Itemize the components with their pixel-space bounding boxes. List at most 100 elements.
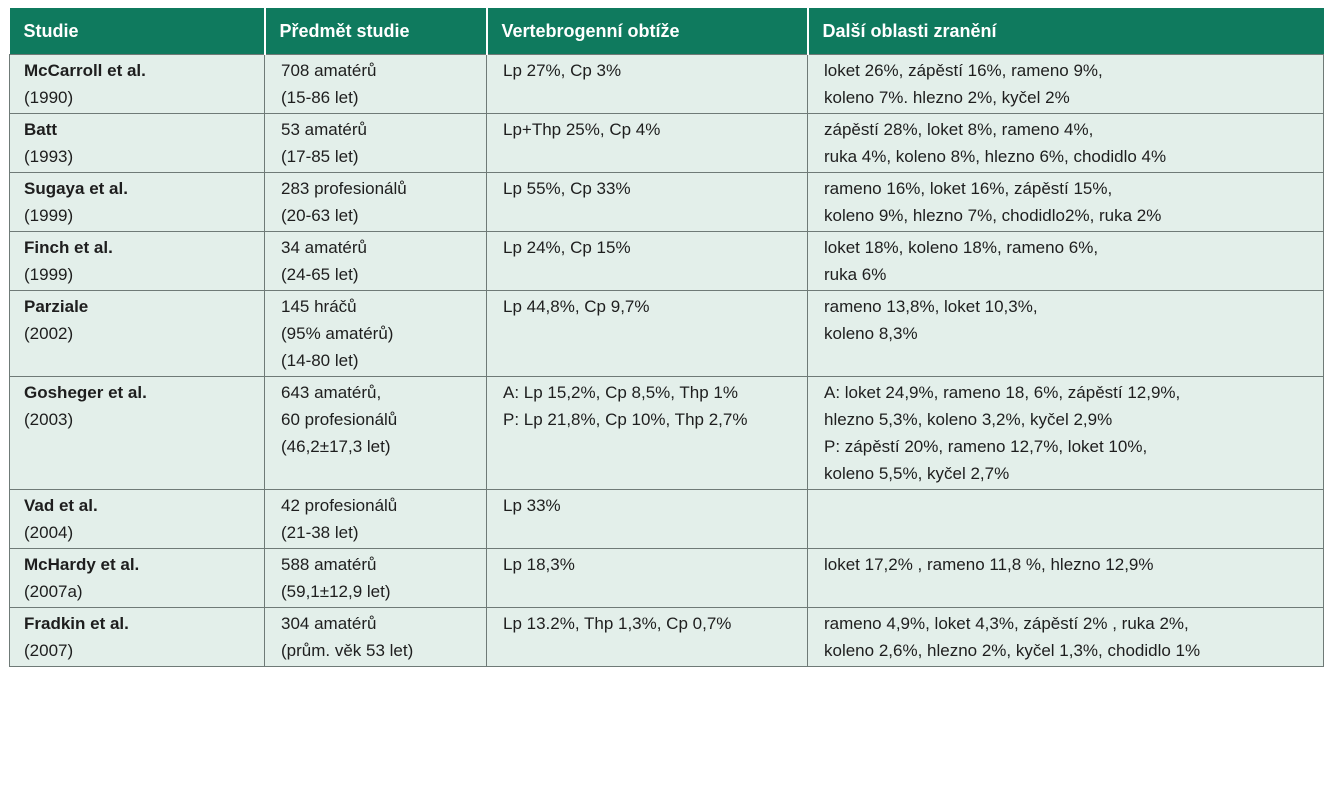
subject-cell: 708 amatérů (15-86 let) xyxy=(264,54,487,114)
study-year: (1999) xyxy=(24,206,74,225)
vertebrogenic-line: P: Lp 21,8%, Cp 10%, Thp 2,7% xyxy=(503,410,748,429)
other-injuries-cell: loket 17,2% , rameno 11,8 %, hlezno 12,9… xyxy=(807,548,1324,608)
other-injuries-cell: rameno 13,8%, loket 10,3%, koleno 8,3% xyxy=(807,290,1324,377)
vertebrogenic-line: Lp 18,3% xyxy=(503,555,575,574)
header-vertebrogenic: Vertebrogenní obtíže xyxy=(486,8,809,55)
study-name: McHardy et al. xyxy=(24,555,140,574)
vertebrogenic-cell: Lp+Thp 25%, Cp 4% xyxy=(486,113,808,173)
study-cell: Vad et al. (2004) xyxy=(9,489,265,549)
other-injuries-cell: loket 26%, zápěstí 16%, rameno 9%, koleno… xyxy=(807,54,1324,114)
subject-line: (14-80 let) xyxy=(281,351,359,370)
subject-cell: 643 amatérů, 60 profesionálů (46,2±17,3 le… xyxy=(264,376,487,490)
vertebrogenic-line: Lp+Thp 25%, Cp 4% xyxy=(503,120,661,139)
other-injuries-line: loket 17,2% , rameno 11,8 %, hlezno 12,9… xyxy=(824,555,1154,574)
other-injuries-cell: A: loket 24,9%, rameno 18, 6%, zápěstí 1… xyxy=(807,376,1324,490)
subject-cell: 145 hráčů (95% amatérů) (14-80 let) xyxy=(264,290,487,377)
study-name: Batt xyxy=(24,120,58,139)
subject-line: (24-65 let) xyxy=(281,265,359,284)
subject-cell: 304 amatérů (prům. věk 53 let) xyxy=(264,607,487,667)
table-row: McHardy et al. (2007a) 588 amatérů (59,1±12… xyxy=(9,548,1324,608)
study-year: (2003) xyxy=(24,410,74,429)
vertebrogenic-line: Lp 44,8%, Cp 9,7% xyxy=(503,297,650,316)
table-row: Fradkin et al. (2007) 304 amatérů (prům. vě… xyxy=(9,607,1324,667)
vertebrogenic-line: A: Lp 15,2%, Cp 8,5%, Thp 1% xyxy=(503,383,738,402)
vertebrogenic-cell: Lp 24%, Cp 15% xyxy=(486,231,808,291)
table-row: Sugaya et al. (1999) 283 profesionálů (20-6… xyxy=(9,172,1324,232)
subject-line: 708 amatérů xyxy=(281,61,377,80)
header-study: Studie xyxy=(9,8,266,55)
table-row: Parziale (2002) 145 hráčů (95% amatérů) (14-… xyxy=(9,290,1324,377)
study-year: (1999) xyxy=(24,265,74,284)
subject-line: (21-38 let) xyxy=(281,523,359,542)
other-injuries-line: P: zápěstí 20%, rameno 12,7%, loket 10%, xyxy=(824,437,1148,456)
header-other-injuries: Další oblasti zranění xyxy=(807,8,1324,55)
study-name: Parziale xyxy=(24,297,89,316)
table-row: Vad et al. (2004) 42 profesionálů (21-38 le… xyxy=(9,489,1324,549)
table-body: McCarroll et al. (1990) 708 amatérů (15-86 … xyxy=(9,54,1324,667)
subject-line: (95% amatérů) xyxy=(281,324,394,343)
subject-line: (prům. věk 53 let) xyxy=(281,641,414,660)
other-injuries-cell: zápěstí 28%, loket 8%, rameno 4%, ruka 4%… xyxy=(807,113,1324,173)
vertebrogenic-cell: Lp 18,3% xyxy=(486,548,808,608)
study-year: (1993) xyxy=(24,147,74,166)
table-row: McCarroll et al. (1990) 708 amatérů (15-86 … xyxy=(9,54,1324,114)
other-injuries-line: loket 26%, zápěstí 16%, rameno 9%, xyxy=(824,61,1103,80)
other-injuries-line: ruka 4%, koleno 8%, hlezno 6%, chodidlo … xyxy=(824,147,1167,166)
other-injuries-line: loket 18%, koleno 18%, rameno 6%, xyxy=(824,238,1099,257)
subject-line: 42 profesionálů xyxy=(281,496,398,515)
other-injuries-line: rameno 4,9%, loket 4,3%, zápěstí 2% , ru… xyxy=(824,614,1189,633)
vertebrogenic-cell: A: Lp 15,2%, Cp 8,5%, Thp 1% P: Lp 21,8%,… xyxy=(486,376,808,490)
other-injuries-line: koleno 8,3% xyxy=(824,324,918,343)
vertebrogenic-cell: Lp 27%, Cp 3% xyxy=(486,54,808,114)
study-cell: Fradkin et al. (2007) xyxy=(9,607,265,667)
study-year: (2002) xyxy=(24,324,74,343)
other-injuries-line: koleno 7%. hlezno 2%, kyčel 2% xyxy=(824,88,1070,107)
vertebrogenic-cell: Lp 44,8%, Cp 9,7% xyxy=(486,290,808,377)
study-cell: Batt (1993) xyxy=(9,113,265,173)
other-injuries-line: ruka 6% xyxy=(824,265,887,284)
table-header-row: Studie Předmět studie Vertebrogenní obtí… xyxy=(9,8,1324,55)
vertebrogenic-cell: Lp 55%, Cp 33% xyxy=(486,172,808,232)
vertebrogenic-cell: Lp 13.2%, Thp 1,3%, Cp 0,7% xyxy=(486,607,808,667)
vertebrogenic-line: Lp 13.2%, Thp 1,3%, Cp 0,7% xyxy=(503,614,732,633)
other-injuries-line: rameno 16%, loket 16%, zápěstí 15%, xyxy=(824,179,1113,198)
injury-table-container: Studie Předmět studie Vertebrogenní obtí… xyxy=(9,8,1324,667)
subject-line: 53 amatérů xyxy=(281,120,367,139)
other-injuries-line: koleno 9%, hlezno 7%, chodidlo2%, ruka 2… xyxy=(824,206,1162,225)
study-name: Sugaya et al. xyxy=(24,179,128,198)
subject-line: (20-63 let) xyxy=(281,206,359,225)
subject-cell: 53 amatérů (17-85 let) xyxy=(264,113,487,173)
subject-line: (59,1±12,9 let) xyxy=(281,582,391,601)
table-row: Batt (1993) 53 amatérů (17-85 let) Lp+Thp 25… xyxy=(9,113,1324,173)
other-injuries-cell: rameno 4,9%, loket 4,3%, zápěstí 2% , ru… xyxy=(807,607,1324,667)
vertebrogenic-line: Lp 55%, Cp 33% xyxy=(503,179,631,198)
subject-line: (17-85 let) xyxy=(281,147,359,166)
injury-studies-table: Studie Předmět studie Vertebrogenní obtí… xyxy=(9,8,1324,667)
study-cell: Gosheger et al. (2003) xyxy=(9,376,265,490)
vertebrogenic-line: Lp 24%, Cp 15% xyxy=(503,238,631,257)
study-year: (1990) xyxy=(24,88,74,107)
other-injuries-line: koleno 2,6%, hlezno 2%, kyčel 1,3%, chod… xyxy=(824,641,1201,660)
subject-cell: 42 profesionálů (21-38 let) xyxy=(264,489,487,549)
subject-line: (15-86 let) xyxy=(281,88,359,107)
table-row: Finch et al. (1999) 34 amatérů (24-65 let) L… xyxy=(9,231,1324,291)
subject-line: 588 amatérů xyxy=(281,555,377,574)
other-injuries-line: koleno 5,5%, kyčel 2,7% xyxy=(824,464,1010,483)
other-injuries-line: A: loket 24,9%, rameno 18, 6%, zápěstí 1… xyxy=(824,383,1181,402)
other-injuries-line: zápěstí 28%, loket 8%, rameno 4%, xyxy=(824,120,1094,139)
subject-cell: 283 profesionálů (20-63 let) xyxy=(264,172,487,232)
study-cell: Sugaya et al. (1999) xyxy=(9,172,265,232)
study-cell: Finch et al. (1999) xyxy=(9,231,265,291)
study-cell: McCarroll et al. (1990) xyxy=(9,54,265,114)
subject-line: 145 hráčů xyxy=(281,297,357,316)
other-injuries-cell: loket 18%, koleno 18%, rameno 6%, ruka 6% xyxy=(807,231,1324,291)
subject-cell: 34 amatérů (24-65 let) xyxy=(264,231,487,291)
vertebrogenic-line: Lp 27%, Cp 3% xyxy=(503,61,622,80)
subject-line: 643 amatérů, xyxy=(281,383,382,402)
other-injuries-line: hlezno 5,3%, koleno 3,2%, kyčel 2,9% xyxy=(824,410,1113,429)
study-name: Vad et al. xyxy=(24,496,98,515)
study-cell: Parziale (2002) xyxy=(9,290,265,377)
subject-line: 304 amatérů xyxy=(281,614,377,633)
study-year: (2007a) xyxy=(24,582,83,601)
table-row: Gosheger et al. (2003) 643 amatérů, 60 prof… xyxy=(9,376,1324,490)
